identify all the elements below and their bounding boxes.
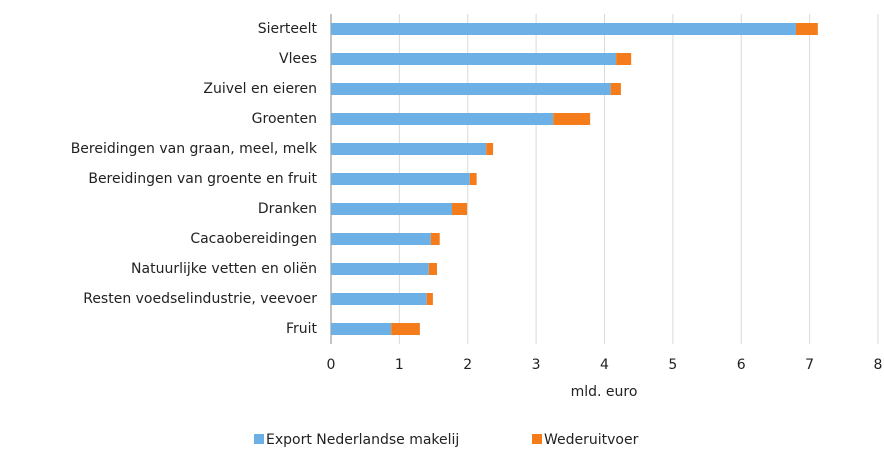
y-tick-label: Bereidingen van groente en fruit <box>88 171 317 187</box>
bar-segment <box>430 233 440 245</box>
x-tick-label: 8 <box>874 357 883 373</box>
bar-segment <box>428 263 437 275</box>
x-tick-label: 3 <box>532 357 541 373</box>
bar-segment <box>331 323 392 335</box>
x-tick-label: 6 <box>737 357 746 373</box>
bar-segment <box>391 323 420 335</box>
x-tick-label: 7 <box>805 357 814 373</box>
bar-segment <box>452 203 468 215</box>
bar-segment <box>331 53 617 65</box>
y-tick-label: Vlees <box>279 51 317 67</box>
y-tick-label: Groenten <box>252 111 317 127</box>
bar-segment <box>331 83 611 95</box>
bar-segment <box>331 143 487 155</box>
bar-segment <box>331 23 796 35</box>
legend-swatch <box>254 434 264 444</box>
y-tick-label: Cacaobereidingen <box>190 231 317 247</box>
x-tick-label: 2 <box>463 357 472 373</box>
bar-segment <box>331 233 431 245</box>
legend-swatch <box>532 434 542 444</box>
bar-segment <box>486 143 494 155</box>
y-tick-label: Sierteelt <box>258 21 318 37</box>
y-tick-label: Fruit <box>286 321 318 337</box>
x-tick-label: 0 <box>327 357 336 373</box>
bar-segment <box>331 173 470 185</box>
x-axis-label: mld. euro <box>571 384 638 400</box>
x-tick-label: 5 <box>668 357 677 373</box>
y-tick-label: Bereidingen van graan, meel, melk <box>71 141 318 157</box>
bar-segment <box>795 23 818 35</box>
legend-label: Wederuitvoer <box>544 432 639 448</box>
x-tick-label: 4 <box>600 357 609 373</box>
bar-segment <box>469 173 477 185</box>
bar-segment <box>616 53 632 65</box>
bar-segment <box>426 293 433 305</box>
y-tick-label: Resten voedselindustrie, veevoer <box>83 291 317 307</box>
bar-segment <box>331 293 427 305</box>
legend-label: Export Nederlandse makelij <box>266 432 459 448</box>
bar-segment <box>331 113 554 125</box>
bar-segment <box>331 263 429 275</box>
bar-segment <box>553 113 591 125</box>
x-tick-label: 1 <box>395 357 404 373</box>
y-tick-label: Natuurlijke vetten en oliën <box>131 261 317 277</box>
bar-segment <box>610 83 621 95</box>
y-tick-label: Zuivel en eieren <box>203 81 317 97</box>
bar-segment <box>331 203 453 215</box>
y-tick-label: Dranken <box>258 201 317 217</box>
